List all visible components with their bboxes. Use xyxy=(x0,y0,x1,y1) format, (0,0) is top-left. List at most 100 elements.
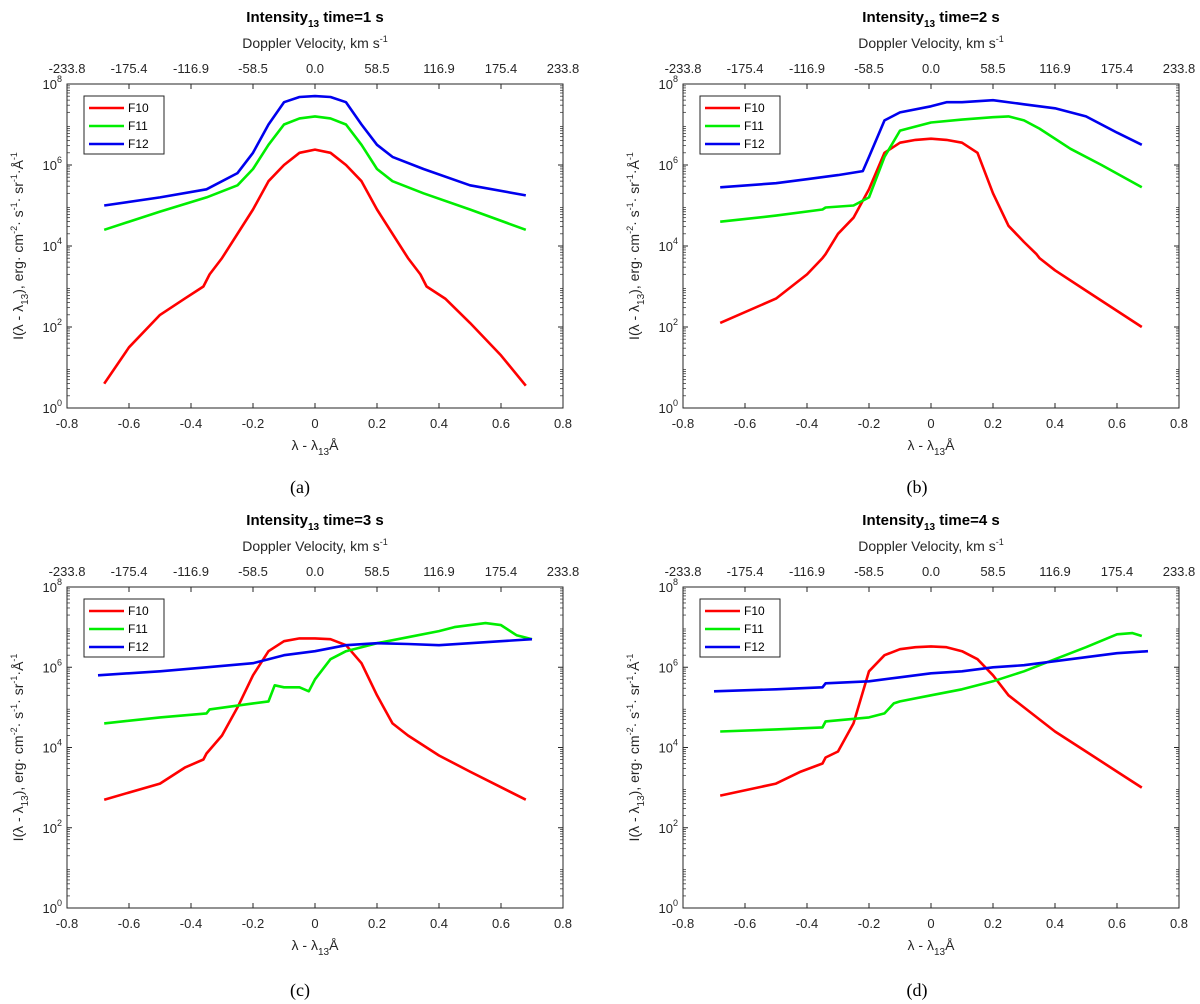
x-tick-label: 0 xyxy=(927,916,934,931)
x-tick-label: -0.4 xyxy=(180,916,202,931)
top-tick-label: 0.0 xyxy=(306,61,324,76)
series-line-f12 xyxy=(104,94,527,207)
top-axis-label: Doppler Velocity, km s-1 xyxy=(858,34,1003,51)
x-tick-label: 0.2 xyxy=(368,416,386,431)
top-tick-label: -116.9 xyxy=(173,564,209,579)
x-tick-label: 0 xyxy=(927,416,934,431)
y-axis-label: I(λ - λ13), erg· cm-2· s-1· sr-1·Å-1 xyxy=(9,654,31,842)
top-tick-label: 0.0 xyxy=(306,564,324,579)
top-tick-label: 175.4 xyxy=(1101,564,1134,579)
top-tick-label: -116.9 xyxy=(173,61,209,76)
x-tick-label: -0.2 xyxy=(858,416,880,431)
y-axis-label: I(λ - λ13), erg· cm-2· s-1· sr-1·Å-1 xyxy=(9,152,31,340)
top-tick-label: -58.5 xyxy=(238,564,268,579)
chart-panel-1: -0.8 -0.6 -0.4 -0.2 0 0.2 0.4 0.6 0.8 -233.8 -175.… xyxy=(9,9,579,498)
legend-label-f10: F10 xyxy=(128,604,149,618)
top-tick-label: 58.5 xyxy=(364,61,389,76)
x-tick-label: -0.2 xyxy=(242,416,264,431)
y-axis-label: I(λ - λ13), erg· cm-2· s-1· sr-1·Å-1 xyxy=(625,152,647,340)
x-tick-label: 0.4 xyxy=(430,416,448,431)
top-tick-label: -175.4 xyxy=(111,61,148,76)
top-axis-label: Doppler Velocity, km s-1 xyxy=(858,537,1003,554)
x-tick-label: 0.8 xyxy=(1170,916,1188,931)
series-line-f10 xyxy=(103,148,527,387)
y-tick-label: 102 xyxy=(659,818,678,836)
legend-label-f11: F11 xyxy=(128,622,148,636)
legend-label-f10: F10 xyxy=(744,604,765,618)
series-line-f10 xyxy=(103,637,527,801)
x-tick-label: 0.2 xyxy=(984,916,1002,931)
top-tick-label: -58.5 xyxy=(238,61,268,76)
y-tick-label: 100 xyxy=(43,898,62,916)
x-tick-label: -0.8 xyxy=(672,916,694,931)
x-tick-label: -0.8 xyxy=(672,416,694,431)
legend-label-f11: F11 xyxy=(744,119,764,133)
top-tick-label: -116.9 xyxy=(789,564,825,579)
y-tick-label: 104 xyxy=(43,236,62,254)
legend-label-f11: F11 xyxy=(128,119,148,133)
top-tick-label: 233.8 xyxy=(547,564,580,579)
x-tick-label: -0.2 xyxy=(858,916,880,931)
top-tick-label: 0.0 xyxy=(922,564,940,579)
x-tick-label: 0.6 xyxy=(1108,916,1126,931)
legend-label-f12: F12 xyxy=(744,137,765,151)
series-line-f11 xyxy=(104,621,533,725)
y-tick-label: 100 xyxy=(659,398,678,416)
panel-caption: (a) xyxy=(290,477,310,498)
x-tick-label: 0.4 xyxy=(1046,916,1064,931)
x-tick-label: 0.2 xyxy=(368,916,386,931)
x-tick-label: 0.8 xyxy=(1170,416,1188,431)
y-tick-label: 104 xyxy=(43,738,62,756)
top-tick-label: 116.9 xyxy=(423,564,455,579)
legend-label-f10: F10 xyxy=(744,101,765,115)
top-tick-label: -58.5 xyxy=(854,564,884,579)
panel-caption: (c) xyxy=(290,980,310,1001)
legend-label-f12: F12 xyxy=(744,640,765,654)
series-line-f11 xyxy=(103,115,527,232)
x-axis-label: λ - λ13Å xyxy=(292,937,340,958)
top-tick-label: -58.5 xyxy=(854,61,884,76)
top-tick-label: -233.8 xyxy=(49,61,86,76)
chart-title: Intensity13 time=2 s xyxy=(862,9,999,30)
y-tick-label: 102 xyxy=(43,818,62,836)
top-tick-label: 233.8 xyxy=(1163,564,1196,579)
top-tick-label: 175.4 xyxy=(485,61,518,76)
legend-label-f12: F12 xyxy=(128,640,149,654)
legend-label-f12: F12 xyxy=(128,137,149,151)
top-axis-label: Doppler Velocity, km s-1 xyxy=(242,537,387,554)
top-tick-label: -116.9 xyxy=(789,61,825,76)
top-tick-label: 233.8 xyxy=(1163,61,1196,76)
chart-title: Intensity13 time=3 s xyxy=(246,512,383,533)
x-tick-label: 0.4 xyxy=(430,916,448,931)
x-tick-label: -0.2 xyxy=(242,916,264,931)
chart-title: Intensity13 time=4 s xyxy=(862,512,999,533)
top-tick-label: 0.0 xyxy=(922,61,940,76)
top-tick-label: 58.5 xyxy=(980,564,1005,579)
panel-caption: (d) xyxy=(907,980,928,1001)
y-tick-label: 104 xyxy=(659,236,678,254)
series-line-f12 xyxy=(713,649,1149,693)
x-axis-label: λ - λ13Å xyxy=(292,437,340,458)
x-tick-label: 0 xyxy=(311,416,318,431)
x-tick-label: 0.8 xyxy=(554,916,572,931)
chart-title: Intensity13 time=1 s xyxy=(246,9,383,30)
y-tick-label: 100 xyxy=(659,898,678,916)
x-axis-label: λ - λ13Å xyxy=(908,437,956,458)
panel-caption: (b) xyxy=(907,477,928,498)
y-tick-label: 102 xyxy=(659,317,678,335)
legend-label-f11: F11 xyxy=(744,622,764,636)
top-tick-label: 58.5 xyxy=(980,61,1005,76)
series-line-f10 xyxy=(719,137,1143,329)
top-tick-label: 116.9 xyxy=(423,61,455,76)
top-tick-label: -175.4 xyxy=(727,61,764,76)
x-axis-label: λ - λ13Å xyxy=(908,937,956,958)
y-tick-label: 106 xyxy=(43,657,62,675)
top-tick-label: -175.4 xyxy=(727,564,764,579)
x-tick-label: 0.4 xyxy=(1046,416,1064,431)
x-tick-label: -0.8 xyxy=(56,916,78,931)
legend-label-f10: F10 xyxy=(128,101,149,115)
x-tick-label: 0 xyxy=(311,916,318,931)
y-tick-label: 100 xyxy=(43,398,62,416)
x-tick-label: -0.6 xyxy=(118,416,140,431)
y-tick-label: 108 xyxy=(43,74,62,92)
